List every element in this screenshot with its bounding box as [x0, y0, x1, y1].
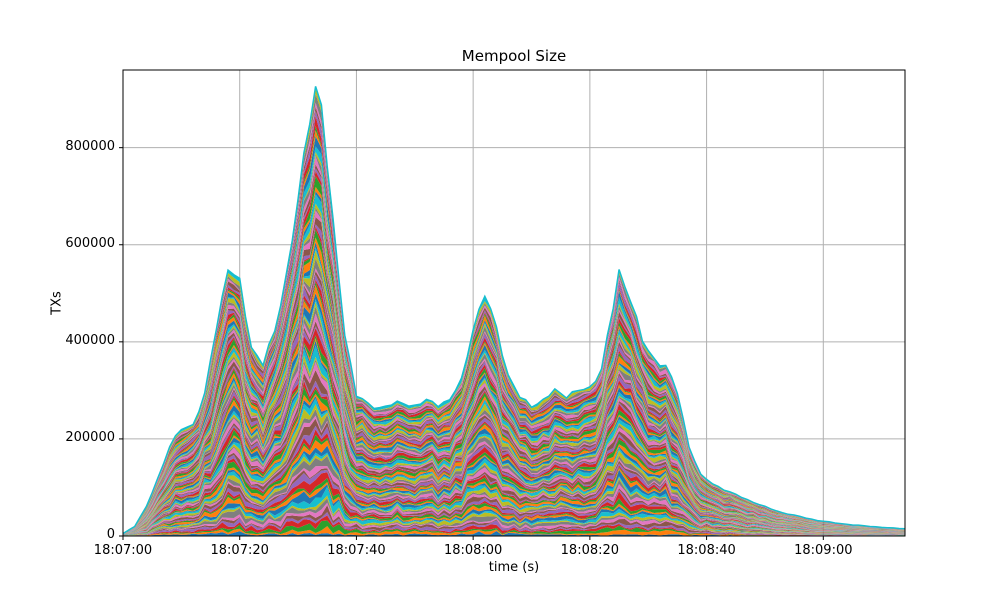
x-axis-label: time (s) — [488, 560, 540, 575]
chart-title: Mempool Size — [461, 47, 567, 65]
x-tick-label: 18:09:00 — [794, 543, 853, 558]
x-tick-label: 18:07:00 — [93, 543, 153, 558]
y-tick-label: 0 — [106, 527, 115, 542]
y-tick-label: 200000 — [65, 429, 115, 445]
y-tick-label: 800000 — [65, 138, 115, 154]
x-tick-label: 18:08:20 — [560, 543, 620, 558]
y-axis-label: TXs — [49, 291, 65, 315]
y-tick-label: 400000 — [65, 332, 115, 348]
y-tick-label: 600000 — [65, 235, 115, 251]
x-tick-label: 18:08:40 — [677, 543, 736, 558]
x-tick-label: 18:08:00 — [443, 543, 503, 558]
x-tick-label: 18:07:20 — [210, 543, 269, 558]
x-tick-label: 18:07:40 — [327, 543, 386, 558]
